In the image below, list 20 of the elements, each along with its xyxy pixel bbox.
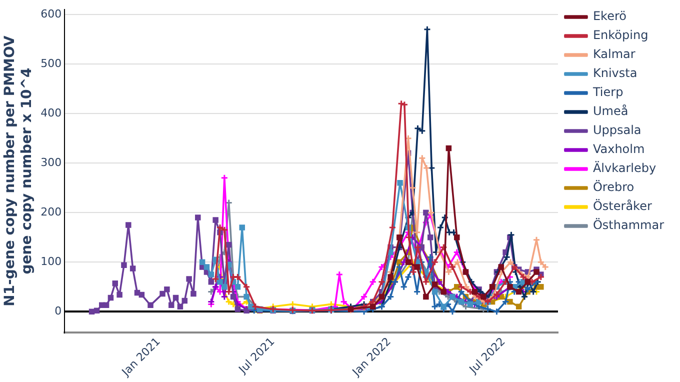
legend-label: Tierp — [592, 85, 624, 100]
legend-label: Örebro — [592, 180, 634, 194]
legend-label: Uppsala — [592, 123, 642, 138]
y-axis-title: N1-gene copy number per PMMOV gene copy number x 10^4 — [2, 36, 35, 306]
y-tick-label: 600 — [40, 7, 62, 20]
y-tick-label: 0 — [54, 304, 62, 318]
legend-label: Ekerö — [592, 9, 626, 24]
legend-label: Enköping — [592, 28, 648, 42]
legend-label: Älvkarleby — [592, 161, 656, 176]
y-tick-label: 300 — [40, 156, 62, 169]
y-tick-label: 400 — [40, 106, 62, 120]
y-tick-label: 200 — [40, 205, 62, 218]
legend-label: Umeå — [592, 104, 628, 118]
y-tick-label: 100 — [40, 254, 62, 268]
y-tick-label: 500 — [40, 56, 62, 70]
legend-label: Kalmar — [592, 47, 636, 62]
legend-label: Knivsta — [592, 66, 638, 80]
legend-label: Österåker — [592, 199, 652, 214]
legend-label: Vaxholm — [592, 142, 645, 156]
legend-label: Östhammar — [592, 218, 664, 232]
